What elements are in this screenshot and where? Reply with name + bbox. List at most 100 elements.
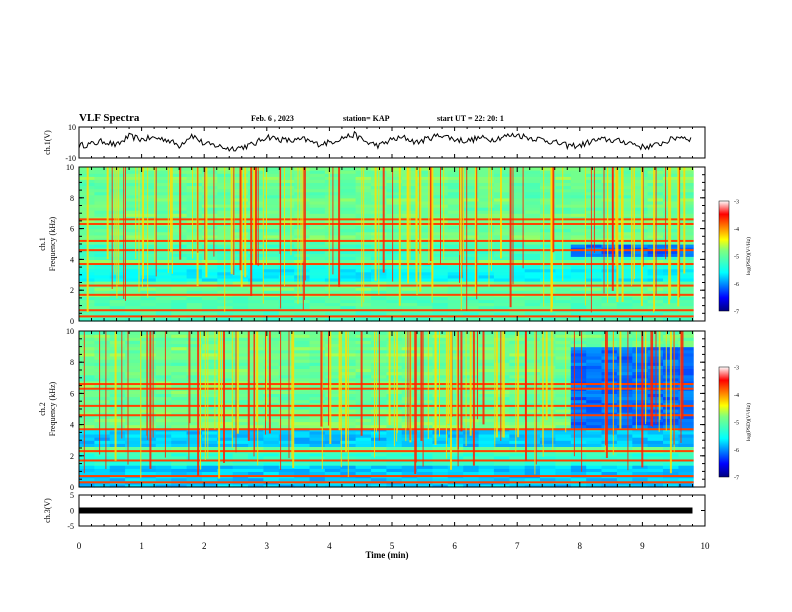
- spectrogram-cell: [186, 424, 203, 429]
- colorbar: [718, 200, 730, 312]
- spectrogram-cell: [232, 402, 249, 407]
- spectrogram-cell: [447, 374, 464, 379]
- spectrogram-cell: [524, 287, 541, 291]
- spectrogram-cell: [447, 359, 464, 363]
- spectrogram-cell: [186, 430, 203, 435]
- spectrogram-cell: [109, 352, 126, 357]
- spectrogram-cell: [294, 256, 311, 260]
- spectrogram-cell: [340, 290, 357, 294]
- spectrogram-cell: [171, 311, 188, 316]
- spectrogram-cell: [217, 334, 234, 338]
- spectrogram-cell: [540, 443, 556, 447]
- spectrogram-cell: [478, 365, 495, 369]
- spectrogram-cell: [94, 268, 111, 273]
- spectrogram-cell: [509, 465, 526, 469]
- spectrogram-cell: [432, 396, 449, 401]
- spectrogram-cell: [355, 368, 372, 373]
- spectrogram-cell: [201, 210, 218, 214]
- spectrogram-cell: [401, 452, 418, 457]
- spectrogram-cell: [248, 302, 265, 307]
- spectrogram-cell: [294, 359, 311, 363]
- spectrogram-cell: [94, 179, 111, 183]
- spectrogram-cell: [678, 340, 695, 345]
- spectrogram-cell: [555, 259, 572, 264]
- spectrogram-cell: [278, 281, 295, 285]
- spectrogram-cell: [601, 430, 618, 435]
- sferic: [388, 331, 391, 425]
- spectrogram-cell: [632, 356, 649, 360]
- spectrogram-cell: [140, 247, 157, 251]
- spectrogram-cell: [125, 452, 142, 457]
- spectrogram-cell: [616, 455, 633, 460]
- spectrogram-cell: [201, 483, 218, 488]
- spectrogram-cell: [140, 331, 157, 335]
- spectrogram-cell: [616, 415, 633, 419]
- spectrogram-cell: [324, 462, 341, 466]
- sferic: [338, 331, 341, 431]
- spectrogram-cell: [294, 277, 311, 282]
- spectrogram-cell: [309, 244, 326, 248]
- spectrogram-cell: [678, 213, 695, 217]
- spectrogram-cell: [155, 356, 172, 360]
- sferic: [99, 331, 101, 455]
- spectrogram-cell: [570, 182, 587, 187]
- spectrogram-cell: [555, 368, 572, 373]
- spectrogram-cell: [540, 346, 556, 351]
- spectrogram-cell: [94, 452, 111, 457]
- spectrogram-cell: [155, 170, 172, 174]
- sferic: [407, 331, 409, 431]
- spectrogram-cell: [217, 200, 234, 205]
- spectrogram-cell: [463, 250, 480, 254]
- spectrogram-cell: [555, 213, 572, 217]
- spectrogram-cell: [140, 231, 157, 236]
- spectrogram-cell: [309, 287, 326, 291]
- sferic: [236, 331, 239, 434]
- spectrogram-cell: [294, 374, 311, 379]
- spectrogram-cell: [555, 409, 572, 413]
- spectrogram-cell: [217, 462, 234, 466]
- spectrogram-cell: [417, 446, 434, 451]
- spectrogram-cell: [155, 197, 172, 202]
- spectrogram-cell: [678, 281, 695, 285]
- spectrogram-cell: [386, 311, 403, 316]
- spectrogram-cell: [171, 443, 188, 447]
- spectrogram-cell: [94, 253, 111, 257]
- spectrogram-cell: [140, 277, 157, 282]
- spectrogram-cell: [632, 271, 649, 276]
- spectrogram-cell: [463, 311, 480, 316]
- spectrogram-cell: [294, 259, 311, 264]
- spectrogram-cell: [109, 390, 126, 394]
- spectrogram-cell: [478, 268, 495, 273]
- spectrogram-cell: [601, 259, 618, 264]
- spectrogram-cell: [386, 277, 403, 282]
- spectrogram-cell: [478, 405, 495, 410]
- spectrogram-cell: [79, 405, 95, 410]
- spectrogram-cell: [340, 250, 357, 254]
- spectrogram-cell: [432, 421, 449, 426]
- spectrogram-cell: [217, 179, 234, 183]
- spectrogram-cell: [493, 471, 510, 476]
- sferic: [378, 331, 380, 441]
- spectrogram-cell: [171, 434, 188, 438]
- spectrogram-cell: [294, 337, 311, 341]
- spectrogram-cell: [586, 409, 603, 413]
- spectrogram-cell: [324, 477, 341, 482]
- spectrogram-cell: [155, 311, 172, 316]
- sferic: [284, 167, 285, 287]
- sferic: [683, 167, 686, 274]
- spectrogram-cell: [217, 274, 234, 279]
- spectrogram-cell: [94, 305, 111, 310]
- spectrogram-cell: [601, 170, 618, 174]
- spectrogram-cell: [678, 365, 695, 369]
- spectrogram-cell: [309, 371, 326, 376]
- spectrogram-cell: [678, 434, 695, 438]
- spectrogram-cell: [632, 421, 649, 426]
- spectrogram-cell: [309, 359, 326, 363]
- spectrogram-cell: [340, 197, 357, 202]
- spectrogram-cell: [524, 443, 541, 447]
- spectrogram-cell: [155, 277, 172, 282]
- spectrogram-cell: [432, 302, 449, 307]
- spectrogram-cell: [294, 317, 311, 322]
- spectrogram-cell: [632, 452, 649, 457]
- spectrogram-cell: [201, 415, 218, 419]
